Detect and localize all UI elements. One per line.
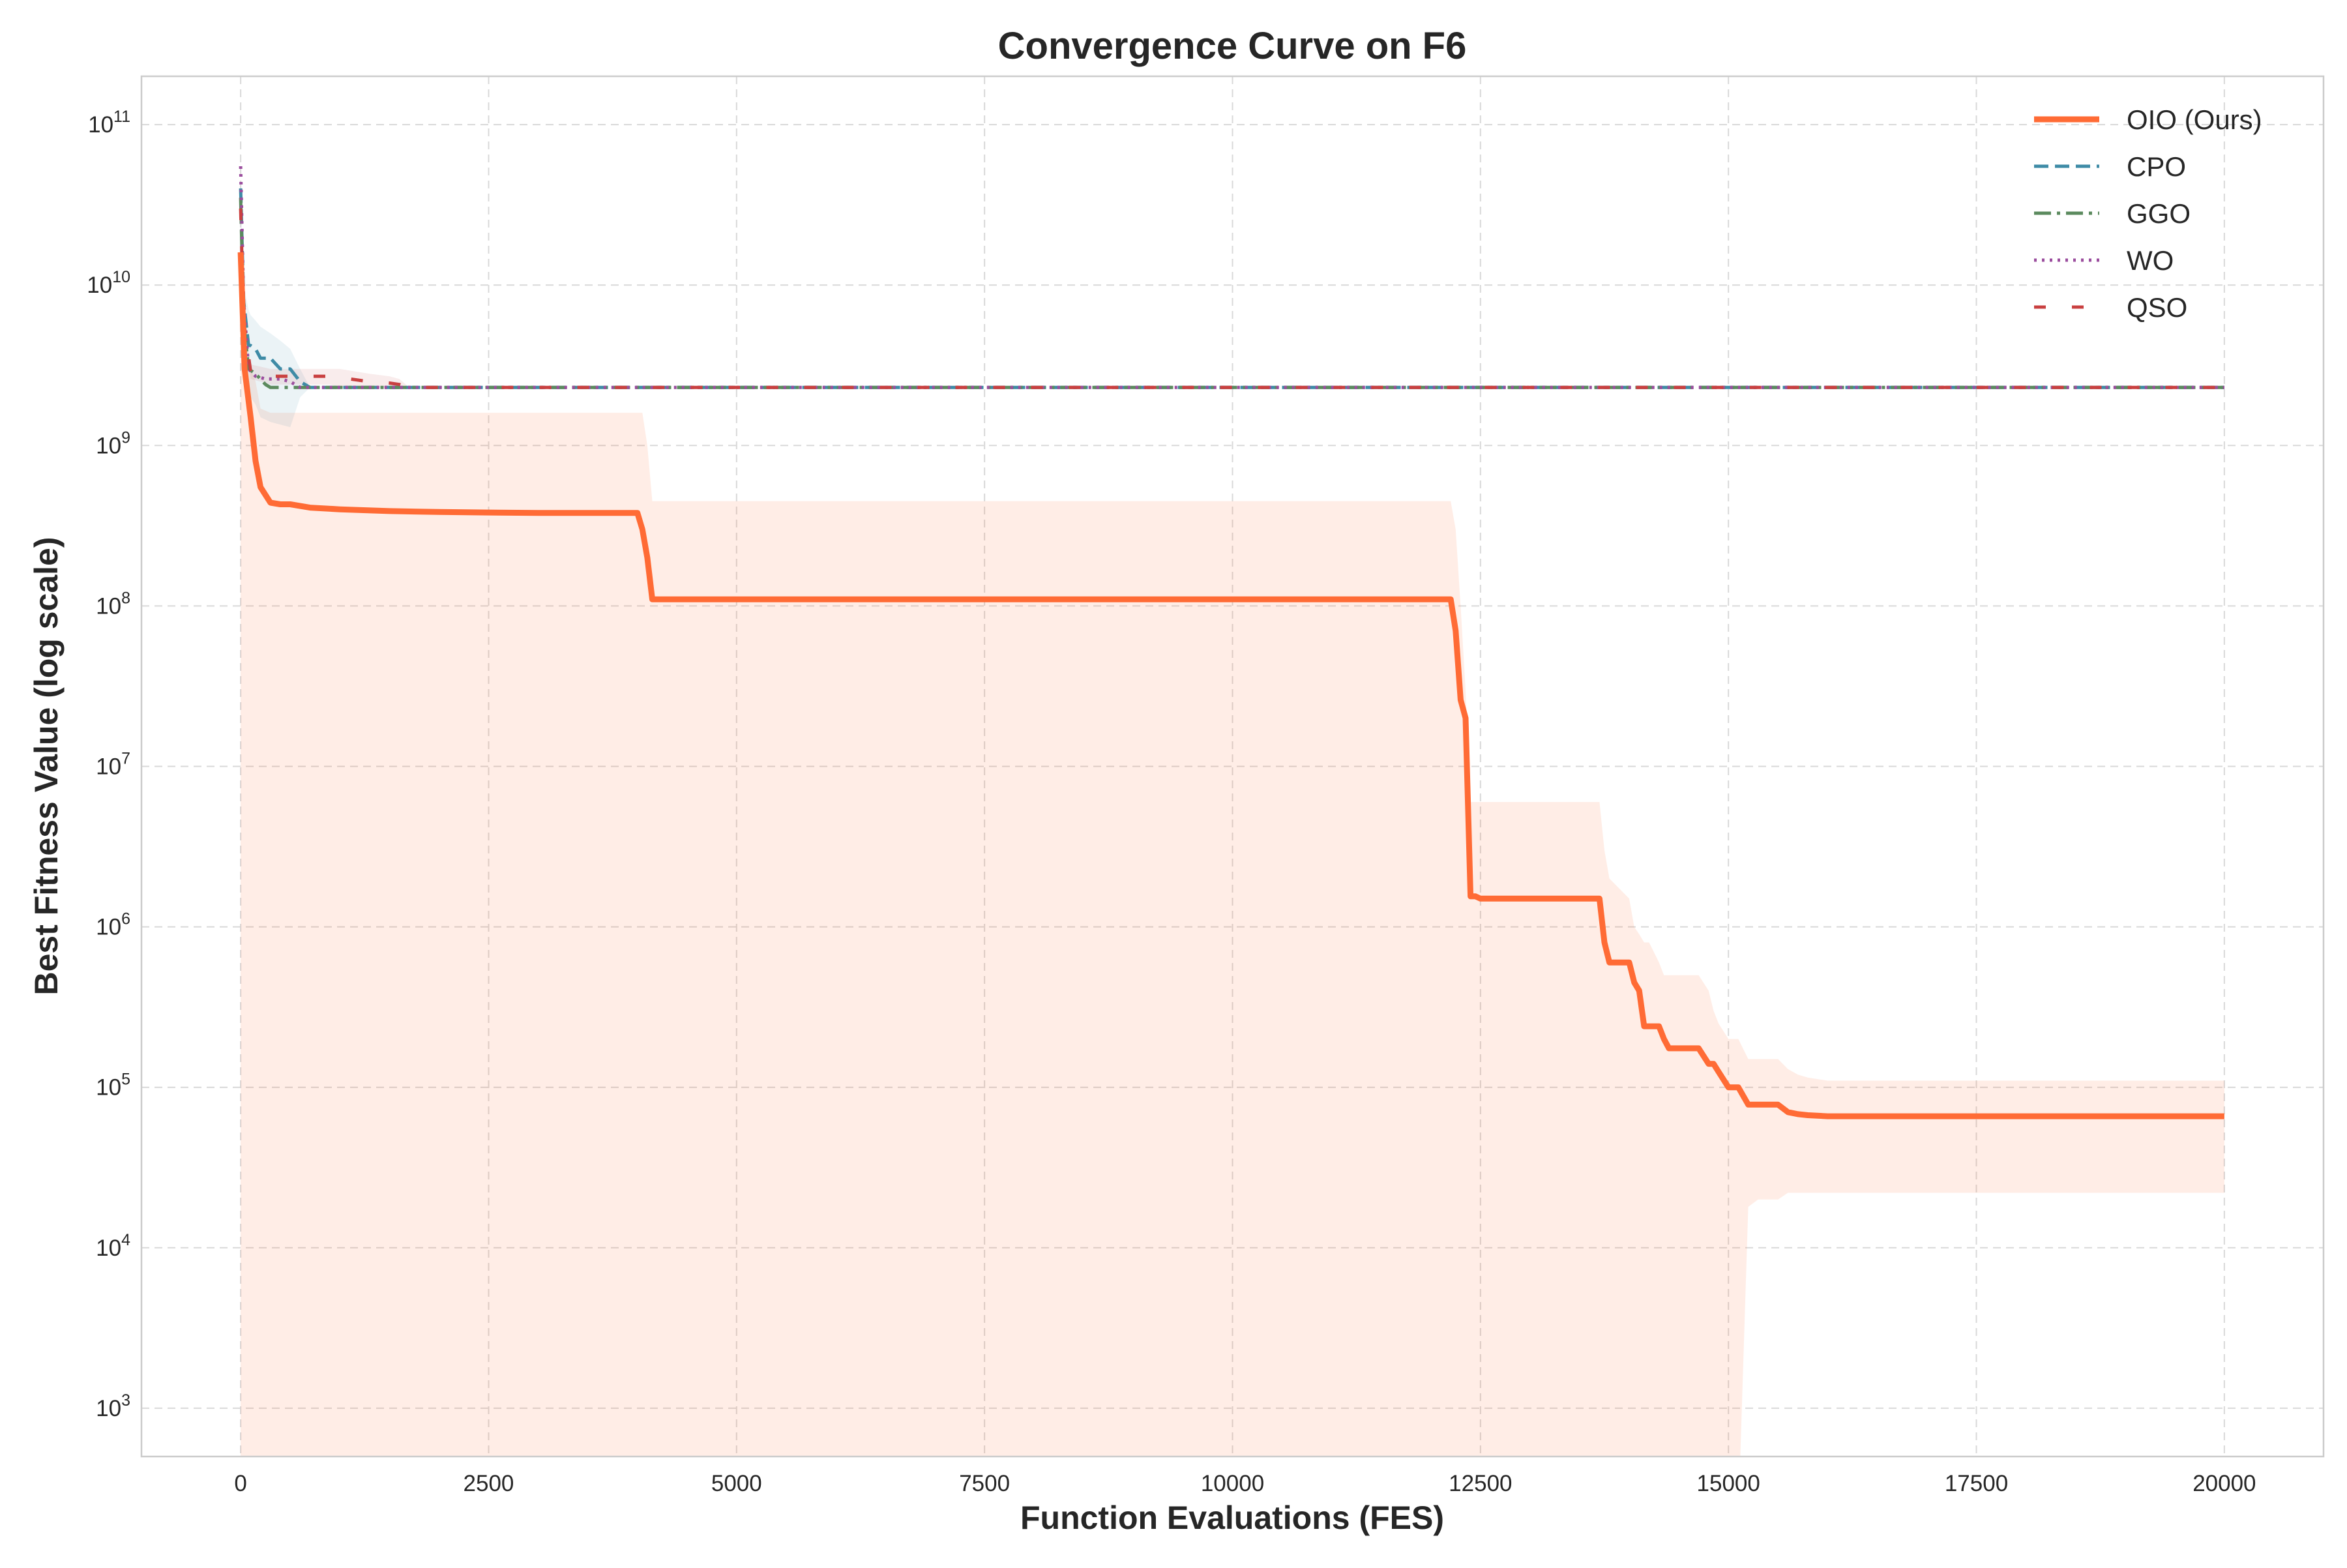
legend-label: WO — [2127, 245, 2174, 276]
x-tick-label: 15000 — [1697, 1471, 1760, 1496]
y-tick-label: 1011 — [88, 108, 130, 138]
y-axis-title: Best Fitness Value (log scale) — [28, 537, 65, 995]
y-tick-labels: 103 104 105 106 107 108 109 1010 1011 — [87, 108, 130, 1421]
y-tick-label: 107 — [96, 750, 130, 780]
line-layer — [237, 166, 2224, 1119]
series-line-cpo — [239, 188, 2224, 389]
band-oio-ours- — [241, 252, 2224, 1457]
legend-label: QSO — [2127, 292, 2187, 323]
series-line-wo — [239, 166, 2224, 389]
plot-frame — [140, 75, 2325, 1458]
y-tick-label: 103 — [96, 1391, 130, 1421]
band-layer — [241, 188, 2224, 1457]
x-tick-label: 7500 — [959, 1471, 1010, 1496]
legend-label: OIO (Ours) — [2127, 104, 2262, 135]
x-tick-labels: 0 2500 5000 7500 10000 12500 15000 17500 20000 — [234, 1471, 2256, 1496]
x-tick-label: 20000 — [2192, 1471, 2256, 1496]
x-tick-label: 17500 — [1945, 1471, 2008, 1496]
grid-layer — [141, 76, 2324, 1457]
legend-label: GGO — [2127, 198, 2191, 229]
y-tick-label: 104 — [96, 1231, 130, 1261]
x-tick-label: 2500 — [464, 1471, 514, 1496]
legend: OIO (Ours) CPO GGO WO QSO — [2034, 104, 2262, 323]
x-tick-label: 12500 — [1449, 1471, 1512, 1496]
series-line-oio-ours- — [237, 252, 2224, 1119]
x-tick-label: 10000 — [1201, 1471, 1264, 1496]
y-tick-label: 109 — [96, 428, 130, 458]
x-tick-label: 0 — [234, 1471, 246, 1496]
legend-label: CPO — [2127, 151, 2186, 182]
x-axis-title: Function Evaluations (FES) — [1020, 1500, 1444, 1536]
chart-title: Convergence Curve on F6 — [998, 25, 1467, 67]
y-tick-label: 1010 — [87, 268, 130, 298]
y-tick-label: 106 — [96, 910, 130, 940]
y-tick-label: 108 — [96, 589, 130, 619]
y-tick-label: 105 — [96, 1071, 130, 1101]
x-tick-label: 5000 — [711, 1471, 762, 1496]
